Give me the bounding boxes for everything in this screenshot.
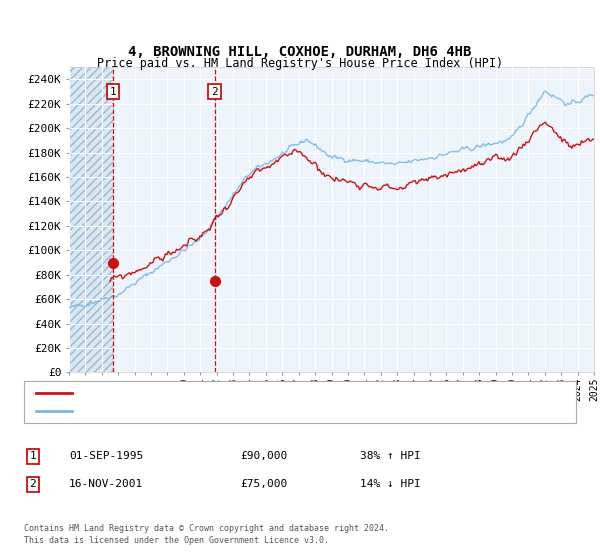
Text: 4, BROWNING HILL, COXHOE, DURHAM, DH6 4HB (detached house): 4, BROWNING HILL, COXHOE, DURHAM, DH6 4H… <box>78 388 419 398</box>
Text: 16-NOV-2001: 16-NOV-2001 <box>69 479 143 489</box>
Text: 01-SEP-1995: 01-SEP-1995 <box>69 451 143 461</box>
Text: Contains HM Land Registry data © Crown copyright and database right 2024.
This d: Contains HM Land Registry data © Crown c… <box>24 524 389 545</box>
Polygon shape <box>69 67 113 372</box>
Text: HPI: Average price, detached house, County Durham: HPI: Average price, detached house, Coun… <box>78 406 366 416</box>
Text: 2: 2 <box>211 87 218 97</box>
Text: 38% ↑ HPI: 38% ↑ HPI <box>360 451 421 461</box>
Text: 2: 2 <box>29 479 37 489</box>
Text: Price paid vs. HM Land Registry's House Price Index (HPI): Price paid vs. HM Land Registry's House … <box>97 57 503 70</box>
Text: £90,000: £90,000 <box>240 451 287 461</box>
Text: 1: 1 <box>29 451 37 461</box>
Text: 4, BROWNING HILL, COXHOE, DURHAM, DH6 4HB: 4, BROWNING HILL, COXHOE, DURHAM, DH6 4H… <box>128 45 472 59</box>
Text: 1: 1 <box>109 87 116 97</box>
Text: £75,000: £75,000 <box>240 479 287 489</box>
Text: 14% ↓ HPI: 14% ↓ HPI <box>360 479 421 489</box>
